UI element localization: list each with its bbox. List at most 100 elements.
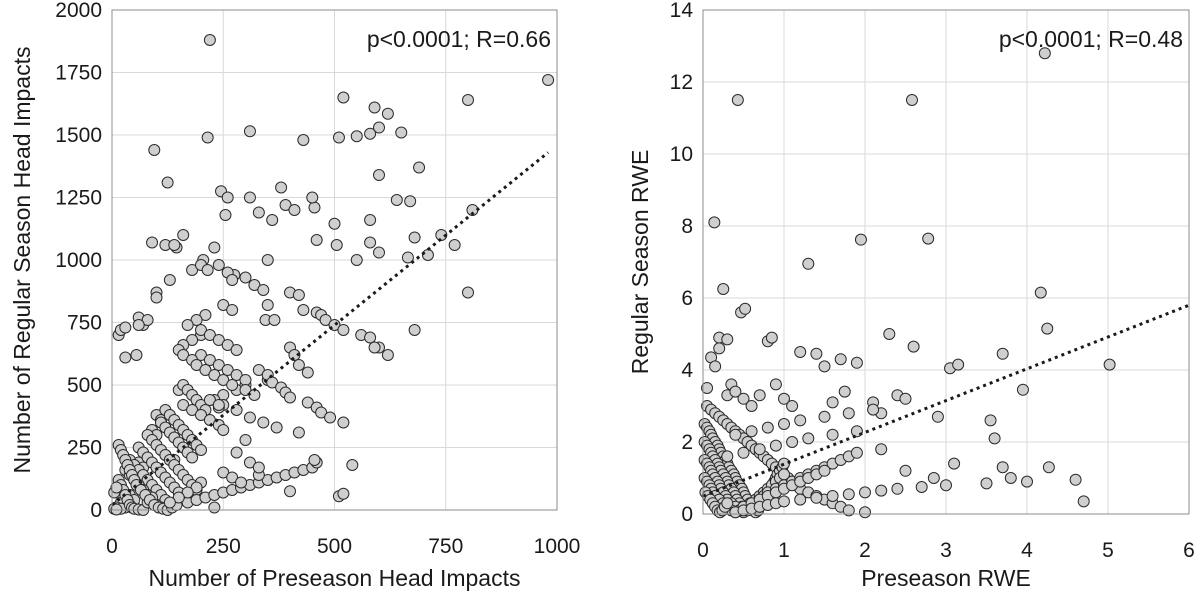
right-data-point bbox=[1004, 472, 1017, 484]
left-data-point bbox=[308, 201, 321, 214]
right-data-point bbox=[842, 407, 855, 420]
right-data-point bbox=[922, 232, 935, 245]
left-data-point bbox=[172, 491, 185, 504]
right-data-point bbox=[842, 488, 855, 501]
left-data-point bbox=[330, 239, 343, 251]
right-data-point bbox=[709, 360, 722, 373]
left-x-tick-label: 0 bbox=[106, 535, 118, 558]
left-data-point bbox=[235, 476, 248, 489]
right-data-point bbox=[802, 432, 815, 445]
left-data-point bbox=[279, 199, 292, 211]
right-data-point bbox=[883, 328, 896, 340]
left-data-point bbox=[239, 434, 252, 446]
right-data-point bbox=[838, 385, 851, 398]
left-data-point bbox=[199, 364, 212, 376]
left-data-point bbox=[328, 217, 341, 230]
right-data-point bbox=[802, 257, 815, 270]
left-data-point bbox=[350, 130, 363, 143]
right-data-point bbox=[940, 479, 952, 492]
left-annotation: p<0.0001; R=0.66 bbox=[367, 26, 551, 52]
right-data-point bbox=[834, 353, 847, 366]
right-data-point bbox=[753, 443, 766, 456]
left-data-point bbox=[243, 456, 256, 469]
left-data-point bbox=[148, 144, 161, 156]
left-data-point bbox=[364, 236, 377, 249]
right-data-point bbox=[761, 421, 774, 434]
right-data-point bbox=[794, 346, 807, 358]
right-data-point bbox=[721, 333, 734, 346]
right-y-tick-label: 14 bbox=[670, 0, 694, 22]
left-data-point bbox=[270, 421, 283, 434]
left-data-point bbox=[226, 379, 239, 391]
left-data-point bbox=[141, 314, 154, 326]
left-data-point bbox=[239, 384, 252, 396]
left-data-point bbox=[130, 349, 143, 361]
left-data-point bbox=[381, 107, 394, 120]
right-x-tick-label: 2 bbox=[859, 539, 871, 562]
right-y-ticks: 0 2 4 6 8 10 12 14 bbox=[670, 0, 694, 526]
left-data-point bbox=[404, 195, 417, 208]
left-data-point bbox=[110, 481, 123, 494]
left-data-point bbox=[230, 446, 243, 459]
left-data-point bbox=[401, 251, 414, 264]
left-data-point bbox=[275, 181, 288, 194]
left-data-point bbox=[413, 161, 426, 174]
left-data-point bbox=[119, 321, 132, 334]
left-data-point bbox=[373, 246, 385, 259]
left-data-point bbox=[346, 459, 359, 471]
right-trendline bbox=[702, 303, 1190, 498]
right-y-tick-label: 8 bbox=[681, 215, 693, 238]
right-x-ticks: 0 1 2 3 4 5 6 bbox=[697, 539, 1195, 562]
left-data-point bbox=[261, 299, 274, 311]
left-data-point bbox=[337, 416, 350, 429]
right-data-point bbox=[769, 378, 782, 391]
right-data-point bbox=[713, 342, 726, 355]
left-data-point bbox=[186, 451, 199, 464]
right-data-point bbox=[708, 216, 721, 229]
right-data-point bbox=[842, 504, 855, 517]
left-y-tick-label: 250 bbox=[67, 437, 102, 460]
left-x-tick-label: 250 bbox=[206, 535, 241, 558]
left-data-point bbox=[226, 274, 239, 286]
left-data-point bbox=[364, 331, 377, 344]
left-data-point bbox=[208, 501, 221, 514]
left-y-axis-label: Number of Regular Season Head Impacts bbox=[9, 47, 35, 474]
left-data-point bbox=[350, 254, 363, 266]
left-data-point bbox=[219, 209, 232, 221]
right-data-point bbox=[996, 347, 1009, 360]
left-data-point bbox=[201, 131, 214, 144]
right-y-tick-label: 2 bbox=[681, 431, 693, 454]
left-data-point bbox=[132, 319, 145, 331]
left-data-point bbox=[462, 286, 474, 299]
right-data-point bbox=[1034, 286, 1047, 299]
right-data-point bbox=[899, 392, 912, 405]
left-data-point bbox=[390, 194, 403, 206]
left-data-point bbox=[292, 426, 305, 439]
left-data-point bbox=[190, 314, 203, 326]
left-y-ticks: 0 250 500 750 1000 1250 1500 1750 2000 bbox=[55, 0, 102, 522]
left-data-point bbox=[181, 486, 194, 499]
right-data-point bbox=[818, 360, 831, 373]
right-x-tick-label: 1 bbox=[778, 539, 790, 562]
left-data-point bbox=[230, 369, 243, 381]
left-data-point bbox=[292, 359, 305, 371]
left-data-point bbox=[243, 411, 256, 424]
right-data-point bbox=[729, 385, 742, 398]
right-data-point bbox=[891, 482, 904, 495]
left-y-tick-label: 1000 bbox=[55, 249, 102, 272]
right-data-point bbox=[731, 94, 744, 106]
left-data-point bbox=[212, 334, 225, 346]
right-data-point bbox=[786, 436, 799, 448]
left-data-point bbox=[337, 91, 350, 104]
left-data-point bbox=[212, 359, 225, 371]
left-data-point bbox=[408, 324, 421, 336]
right-data-point bbox=[786, 400, 799, 412]
left-data-point bbox=[221, 364, 234, 376]
left-data-point bbox=[373, 121, 385, 134]
right-data-point bbox=[721, 497, 734, 510]
right-data-point bbox=[1042, 461, 1055, 474]
right-data-point bbox=[1103, 358, 1116, 371]
right-data-point bbox=[737, 392, 750, 405]
right-y-axis-label: Regular Season RWE bbox=[627, 150, 653, 375]
